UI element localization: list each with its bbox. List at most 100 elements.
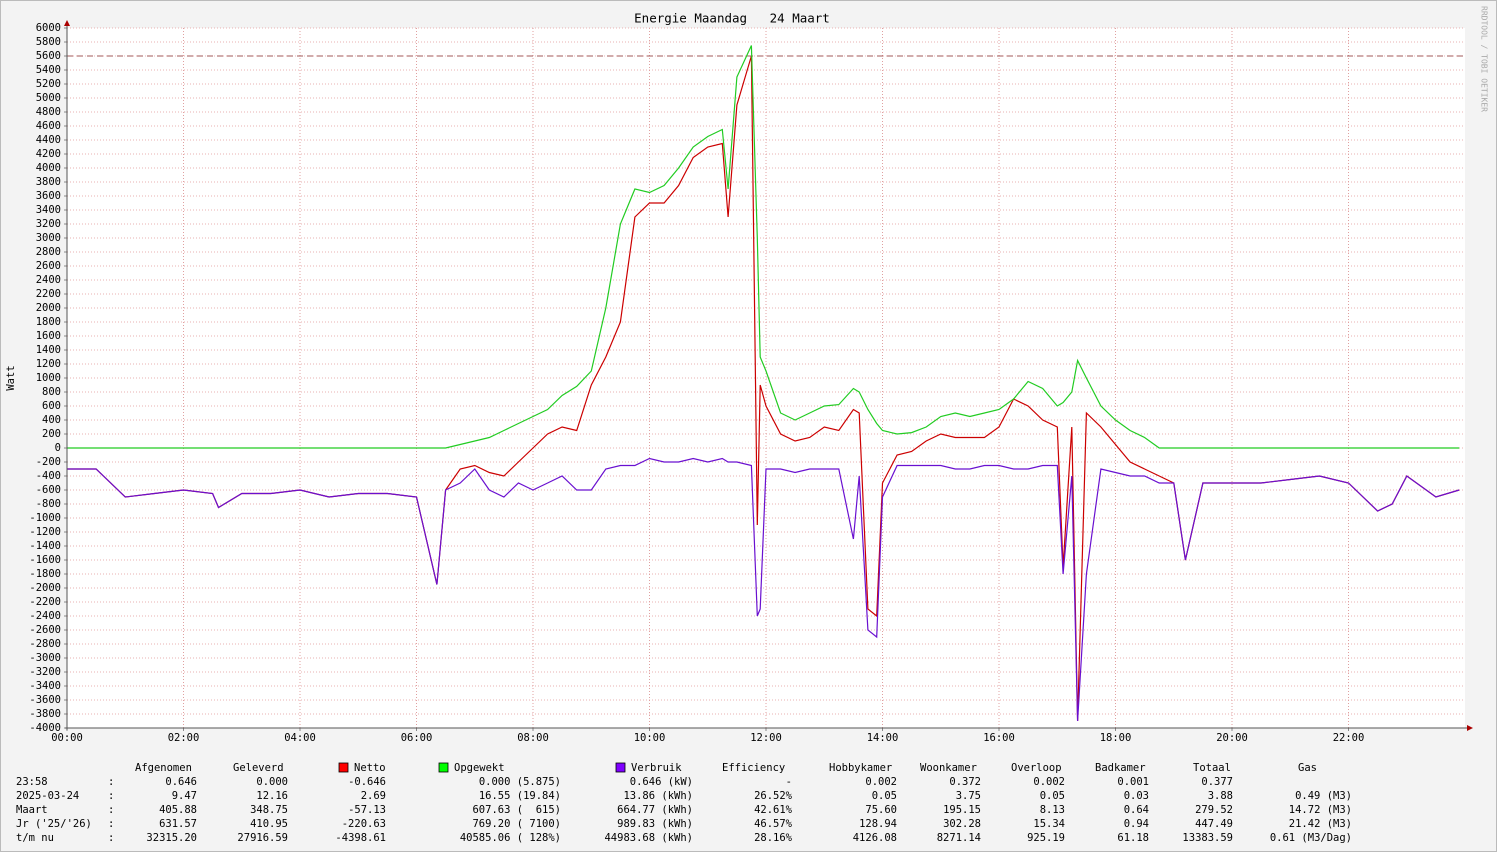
y-tick-label: 5600 [36, 50, 61, 62]
y-tick-label: 1600 [36, 330, 61, 342]
cell: 0.002 [865, 776, 897, 788]
cell: 13.86 (kWh) [623, 790, 693, 802]
cell: 4126.08 [853, 832, 897, 844]
cell: 42.61% [754, 804, 793, 816]
cell: 0.646 [165, 776, 197, 788]
y-tick-label: 3800 [36, 176, 61, 188]
cell: 15.34 [1033, 818, 1065, 830]
x-tick-label: 16:00 [983, 732, 1015, 744]
cell: 40585.06 ( 128%) [460, 832, 561, 844]
row-label: Jr ('25/'26) [16, 818, 92, 830]
x-tick-label: 02:00 [168, 732, 200, 744]
y-tick-label: -1000 [29, 512, 61, 524]
column-header: Hobbykamer [829, 762, 892, 774]
y-tick-label: 3200 [36, 218, 61, 230]
watermark: RRDTOOL / TOBI OETIKER [1480, 6, 1489, 112]
y-tick-label: 4800 [36, 106, 61, 118]
separator: : [108, 804, 114, 816]
legend-swatch [338, 762, 349, 773]
legend-swatch [438, 762, 449, 773]
y-tick-label: -2800 [29, 638, 61, 650]
row-label: t/m nu [16, 832, 54, 844]
cell: 447.49 [1195, 818, 1233, 830]
stats-table: Afgenomen Geleverd Efficiency Hobbykamer Woo… [16, 762, 1352, 844]
y-tick-label: 3600 [36, 190, 61, 202]
y-tick-label: -200 [36, 456, 61, 468]
y-tick-label: -3600 [29, 694, 61, 706]
y-axis-label: Watt [5, 365, 17, 390]
y-tick-label: 4000 [36, 162, 61, 174]
cell: 9.47 [172, 790, 197, 802]
x-tick-label: 20:00 [1216, 732, 1248, 744]
y-tick-label: 4600 [36, 120, 61, 132]
y-tick-label: 3400 [36, 204, 61, 216]
y-tick-label: -1800 [29, 568, 61, 580]
cell: 925.19 [1027, 832, 1065, 844]
cell: 631.57 [159, 818, 197, 830]
column-header: Afgenomen [135, 762, 192, 774]
separator: : [108, 790, 114, 802]
y-tick-label: -2200 [29, 596, 61, 608]
cell: 0.61 (M3/Dag) [1270, 832, 1352, 844]
x-tick-label: 18:00 [1100, 732, 1132, 744]
cell: 0.002 [1033, 776, 1065, 788]
y-tick-label: 2200 [36, 288, 61, 300]
cell: 75.60 [865, 804, 897, 816]
y-tick-label: 1400 [36, 344, 61, 356]
cell: 607.63 ( 615) [472, 804, 561, 816]
separator: : [108, 776, 114, 788]
x-tick-label: 06:00 [401, 732, 433, 744]
cell: - [786, 776, 792, 788]
row-label: 23:58 [16, 776, 48, 788]
x-tick-label: 08:00 [517, 732, 549, 744]
cell: 0.000 (5.875) [479, 776, 561, 788]
cell: 26.52% [754, 790, 793, 802]
column-header: Gas [1298, 762, 1317, 774]
y-tick-label: 400 [42, 414, 61, 426]
y-tick-label: -1400 [29, 540, 61, 552]
x-tick-label: 22:00 [1333, 732, 1365, 744]
y-tick-label: -2400 [29, 610, 61, 622]
cell: -57.13 [348, 804, 386, 816]
cell: 3.75 [956, 790, 981, 802]
cell: 61.18 [1117, 832, 1149, 844]
cell: -220.63 [342, 818, 386, 830]
y-tick-label: 5000 [36, 92, 61, 104]
x-axis-arrow [1467, 725, 1473, 731]
column-header: Geleverd [233, 762, 284, 774]
cell: 46.57% [754, 818, 793, 830]
legend-swatch [615, 762, 626, 773]
cell: 989.83 (kWh) [617, 818, 693, 830]
cell: 128.94 [859, 818, 897, 830]
y-tick-label: 5200 [36, 78, 61, 90]
row-label: Maart [16, 804, 48, 816]
cell: 44983.68 (kWh) [604, 832, 693, 844]
cell: 279.52 [1195, 804, 1233, 816]
x-tick-label: 10:00 [634, 732, 666, 744]
y-tick-label: -4000 [29, 722, 61, 734]
y-tick-label: -3400 [29, 680, 61, 692]
column-header: Badkamer [1095, 762, 1146, 774]
cell: 0.49 (M3) [1295, 790, 1352, 802]
cell: 2.69 [361, 790, 386, 802]
y-tick-label: 6000 [36, 22, 61, 34]
y-tick-label: 0 [55, 442, 61, 454]
cell: 0.001 [1117, 776, 1149, 788]
cell: -4398.61 [335, 832, 386, 844]
y-tick-label: 2000 [36, 302, 61, 314]
series-lines [67, 45, 1460, 722]
x-tick-label: 00:00 [51, 732, 83, 744]
cell: 0.377 [1201, 776, 1233, 788]
y-axis-arrow [64, 20, 70, 26]
cell: 0.646 (kW) [630, 776, 693, 788]
cell: -0.646 [348, 776, 386, 788]
x-tick-label: 12:00 [750, 732, 782, 744]
y-tick-label: -2600 [29, 624, 61, 636]
column-header: Totaal [1193, 762, 1231, 774]
series-line [67, 45, 1460, 449]
cell: 27916.59 [237, 832, 288, 844]
cell: 0.05 [1040, 790, 1065, 802]
x-tick-label: 14:00 [867, 732, 899, 744]
y-tick-label: -400 [36, 470, 61, 482]
